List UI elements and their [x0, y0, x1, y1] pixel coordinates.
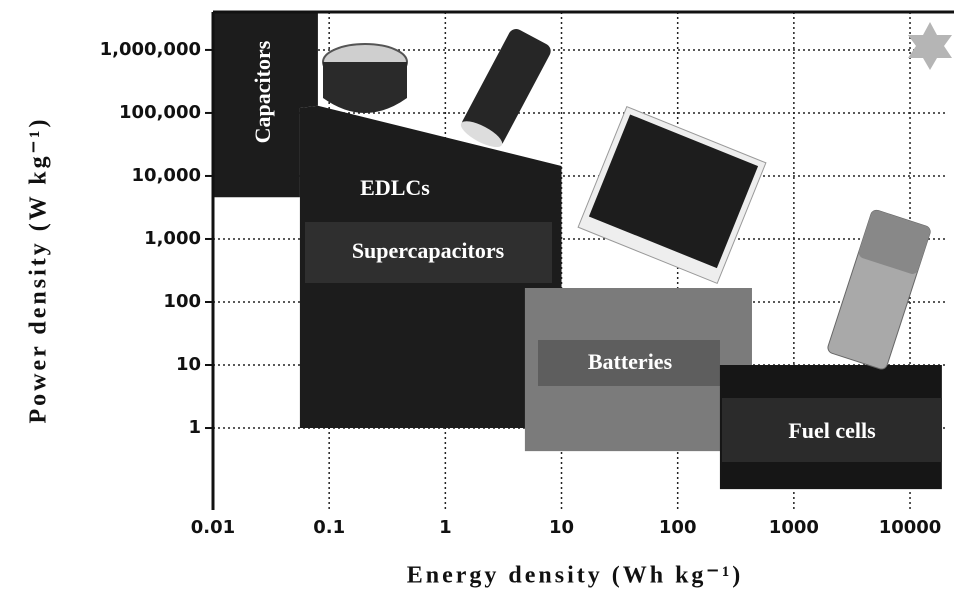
region-label: Supercapacitors	[352, 238, 505, 263]
x-axis-title: Energy density (Wh kg⁻¹)	[407, 563, 744, 589]
cylinder-photo	[457, 26, 553, 152]
region-label: Capacitors	[250, 40, 275, 143]
y-tick-label: 1,000	[144, 228, 201, 249]
region-label: Fuel cells	[788, 418, 876, 443]
y-tick-label: 1	[188, 417, 201, 438]
x-tick-label: 10000	[879, 517, 942, 538]
y-tick-label: 10	[176, 354, 201, 375]
region-label: Batteries	[588, 349, 673, 374]
x-tick-label: 1	[439, 517, 452, 538]
regions: Capacitors EDLCs Supercapacitors Batteries F…	[213, 12, 942, 489]
y-tick-label: 100	[163, 291, 201, 312]
x-tick-label: 1000	[769, 517, 819, 538]
chart: Capacitors EDLCs Supercapacitors Batteries F…	[0, 0, 954, 594]
y-axis-title: Power density (W kg⁻¹)	[26, 117, 52, 424]
x-tick-label: 0.1	[313, 517, 345, 538]
capacitor-photo-body	[323, 62, 407, 113]
battery-photo	[578, 107, 766, 284]
fuel-cell-photo	[826, 209, 931, 371]
x-tick-label: 100	[659, 517, 697, 538]
star-icon	[908, 22, 952, 70]
y-tick-label: 1,000,000	[100, 39, 201, 60]
x-tick-label: 10	[549, 517, 574, 538]
y-tick-label: 100,000	[119, 102, 201, 123]
y-tick-label: 10,000	[132, 165, 201, 186]
x-tick-label: 0.01	[191, 517, 235, 538]
region-label: EDLCs	[360, 175, 430, 200]
